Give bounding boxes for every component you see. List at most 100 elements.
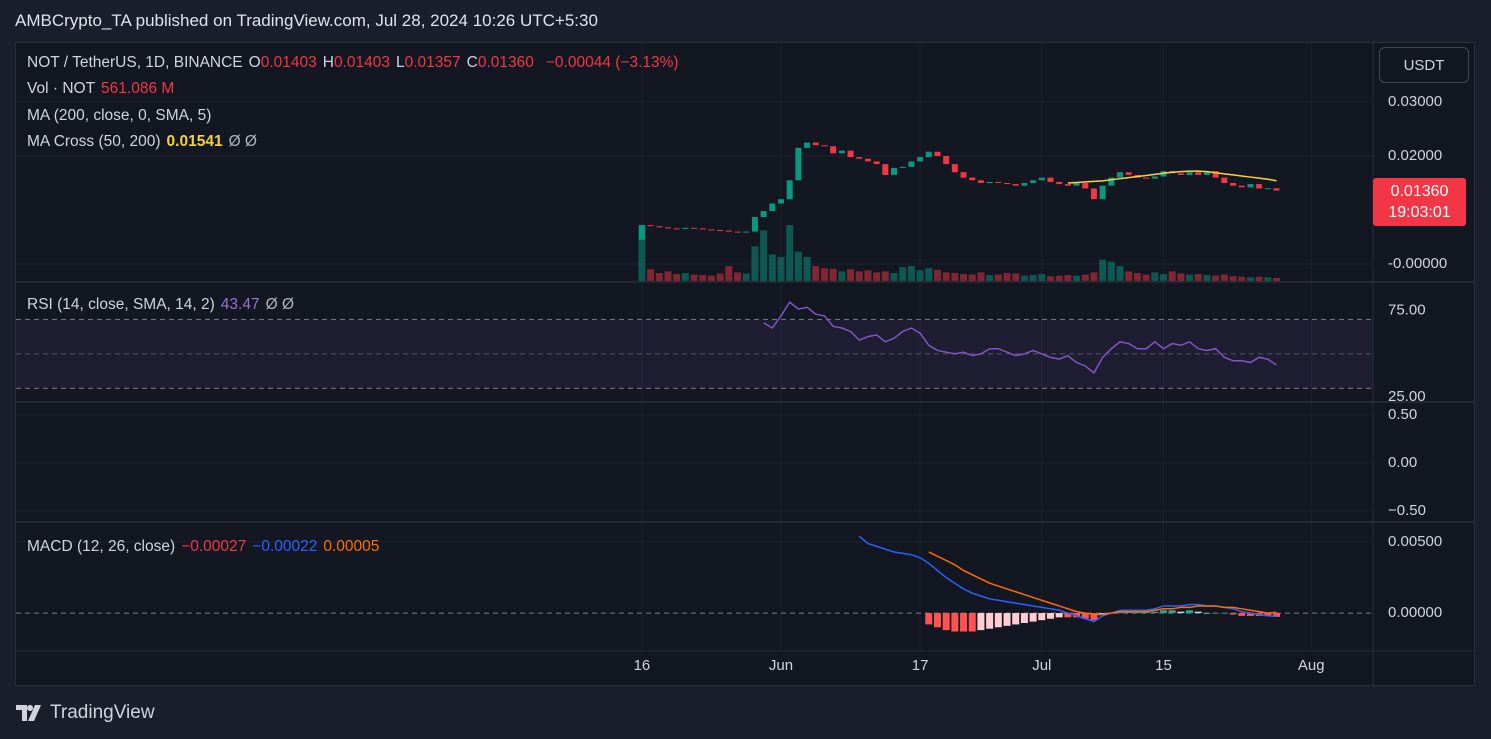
candle	[830, 146, 837, 154]
change: −0.00044 (−3.13%)	[545, 54, 679, 71]
candle	[769, 203, 776, 212]
volume-bar	[855, 271, 863, 281]
candle	[951, 164, 958, 173]
legend-ma: MA (200, close, 0, SMA, 5)	[27, 107, 217, 125]
ohlc-key: C	[466, 54, 478, 71]
volume-bar	[751, 246, 759, 281]
candle	[856, 157, 863, 159]
candle	[1264, 188, 1271, 190]
volume-bar	[1168, 271, 1176, 281]
volume-bar	[873, 272, 881, 281]
candle	[786, 180, 793, 200]
candle	[812, 142, 819, 146]
macd-histogram-bar	[1151, 611, 1159, 614]
volume-bar	[725, 266, 733, 281]
candle	[1247, 184, 1254, 188]
macd-histogram-bar	[933, 613, 941, 628]
candle	[1203, 171, 1210, 175]
ma-label: MA (200, close, 0, SMA, 5)	[27, 107, 212, 124]
macd-histogram-bar	[1064, 613, 1072, 618]
candle	[847, 150, 854, 158]
footer-brand: TradingView	[16, 702, 155, 724]
countdown: 19:03:01	[1388, 204, 1451, 221]
candle	[638, 225, 645, 240]
candle	[656, 226, 663, 228]
x-tick-label: Aug	[1298, 657, 1325, 674]
volume-bar	[1020, 275, 1028, 281]
macd-histogram-bar	[1273, 613, 1281, 617]
macd-histogram-bar	[1264, 613, 1272, 616]
currency-button[interactable]: USDT	[1379, 47, 1469, 83]
volume-bar	[881, 271, 889, 281]
x-tick-label: Jun	[769, 657, 793, 674]
y-tick-label: 0.00	[1388, 454, 1417, 471]
candle	[751, 217, 758, 232]
y-tick-label: 25.00	[1388, 388, 1426, 405]
volume-bar	[1186, 274, 1194, 281]
volume-bar	[847, 269, 855, 281]
hidden-icons[interactable]: Ø Ø	[265, 296, 295, 313]
candle	[699, 228, 706, 230]
candle	[925, 151, 932, 158]
candle	[1012, 184, 1019, 186]
ma-cross-value: 0.01541	[166, 133, 223, 150]
macd-histogram-bar	[1168, 610, 1176, 614]
candle	[1108, 177, 1115, 186]
candle	[995, 181, 1002, 184]
y-tick-label: 75.00	[1388, 302, 1426, 319]
candle	[977, 180, 984, 184]
candle	[1125, 172, 1132, 175]
candle	[1143, 177, 1150, 179]
macd-histogram-bar	[1038, 613, 1046, 621]
macd-histogram-bar	[1012, 613, 1020, 625]
volume-bar	[925, 268, 933, 281]
candle	[873, 161, 880, 165]
volume-bar	[1220, 274, 1228, 281]
ohlc: O0.01403 H0.01403 L0.01357 C0.01360	[249, 54, 540, 71]
volume-bar	[1238, 276, 1246, 281]
x-tick-label: 16	[634, 657, 651, 674]
macd-histogram-bar	[1229, 613, 1237, 615]
candle	[986, 181, 993, 184]
hidden-icons[interactable]: Ø Ø	[228, 133, 257, 150]
byline: AMBCrypto_TA published on TradingView.co…	[15, 11, 598, 30]
volume-bar	[951, 273, 959, 281]
x-tick-label: 17	[912, 657, 929, 674]
volume-bar	[768, 254, 776, 281]
macd-hist-value: −0.00027	[181, 538, 247, 555]
volume-bar	[986, 275, 994, 281]
macd-histogram-bar	[1220, 613, 1228, 614]
rsi-line	[763, 301, 1277, 375]
ohlc-key: L	[395, 54, 405, 71]
candle	[1117, 172, 1124, 178]
volume-bar	[1177, 273, 1185, 281]
volume-bar	[899, 267, 907, 281]
volume-bar	[1142, 274, 1150, 281]
ohlc-value: 0.01360	[477, 54, 534, 71]
volume-bar	[1133, 273, 1141, 281]
candle	[760, 211, 767, 218]
macd-histogram-bar	[1046, 613, 1054, 619]
macd-histogram-bar	[1159, 610, 1167, 614]
x-tick-label: Jul	[1032, 657, 1051, 674]
volume-bar	[1055, 275, 1063, 281]
volume-bar	[742, 273, 750, 281]
volume-bar	[916, 270, 924, 281]
candle	[1151, 176, 1158, 179]
macd-histogram-bar	[994, 613, 1002, 628]
volume-bar	[960, 274, 968, 281]
volume-bar	[1194, 274, 1202, 281]
legend-macd: MACD (12, 26, close) −0.00027 −0.00022 0.00…	[27, 538, 385, 556]
x-tick-label: 15	[1155, 657, 1172, 674]
volume-bar	[820, 268, 828, 281]
volume-bar	[794, 251, 802, 281]
volume-bar	[1125, 271, 1133, 281]
candle	[1177, 173, 1184, 175]
macd-histogram-bar	[1020, 613, 1028, 624]
volume-bar	[707, 275, 715, 281]
legend-volume: Vol · NOT 561.086 M	[27, 80, 180, 98]
candle	[1073, 183, 1080, 186]
y-tick-label: 0.00000	[1388, 604, 1442, 621]
volume-bar	[1203, 275, 1211, 281]
